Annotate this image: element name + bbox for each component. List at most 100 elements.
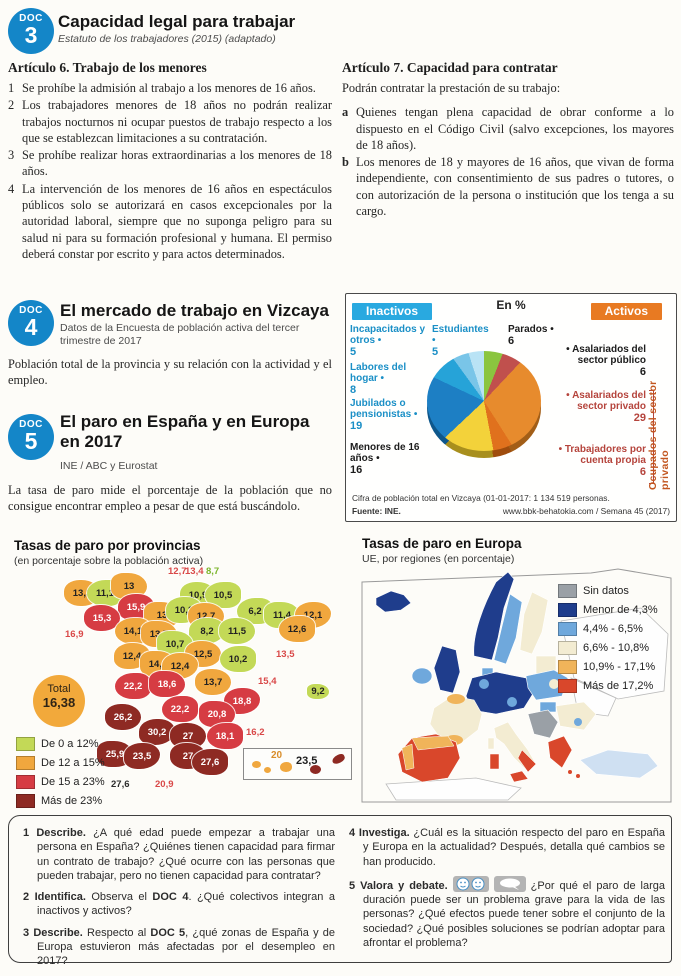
doc3-subtitle: Estatuto de los trabajadores (2015) (ada… xyxy=(58,33,276,45)
questions-left: 1 Describe. ¿A qué edad puede empezar a … xyxy=(23,826,335,976)
doc5-badge-label: DOC xyxy=(19,419,43,430)
spain-legend: De 0 a 12% De 12 a 15% De 15 a 23% Más de 2… xyxy=(16,737,105,813)
legend-label: De 0 a 12% xyxy=(41,738,99,750)
legend-label: De 12 a 15% xyxy=(41,757,105,769)
spain-map-block: Tasas de paro por provincias (en porcent… xyxy=(8,536,356,808)
questions-right: 4 Investiga. ¿Cuál es la situación respe… xyxy=(349,826,665,957)
article-item: a Quienes tengan plena capacidad de obrar… xyxy=(342,105,674,152)
article7-items: a Quienes tengan plena capacidad de obrar… xyxy=(342,104,674,219)
smileys-icon xyxy=(452,875,489,892)
legend-swatch xyxy=(16,737,35,751)
questions-box: 1 Describe. ¿A qué edad puede empezar a … xyxy=(8,815,672,967)
legend-label: Más de 17,2% xyxy=(583,680,654,692)
article-item: b Los menores de 18 y mayores de 16 años,… xyxy=(342,155,674,219)
doc3-badge: DOC 3 xyxy=(8,8,54,54)
pie-callout-trabajadores-por-cuenta-propia: • Trabajadores por cuenta propia 6 xyxy=(558,444,646,478)
legend-label: Más de 23% xyxy=(41,795,103,807)
question-5: 5 Valora y debate. ¿Por qué el paro de l… xyxy=(349,875,665,950)
legend-label: Menor de 4,3% xyxy=(583,604,658,616)
question-3: 3 Describe. Respecto al DOC 5, ¿qué zona… xyxy=(23,926,336,968)
legend-item: De 12 a 15% xyxy=(16,756,105,770)
canarias-right-value: 23,5 xyxy=(296,755,318,767)
europe-map-title: Tasas de paro en Europa xyxy=(362,536,522,551)
pie-callout-menores-de-16-a-os: Menores de 16 años • 16 xyxy=(350,442,420,476)
legend-swatch xyxy=(16,775,35,789)
province-value-outside: 13,4 xyxy=(185,566,204,577)
doc5-title: El paro en España y en Europa en 2017 xyxy=(60,412,310,451)
legend-item: Menor de 4,3% xyxy=(558,603,658,617)
activos-bracket xyxy=(649,390,654,484)
article7-intro: Podrán contratar la prestación de su tra… xyxy=(342,81,561,95)
vizcaya-pie-box: En % Inactivos Activos Incapacitados y o… xyxy=(345,293,677,522)
europe-map-block: Tasas de paro en Europa UE, por regiones… xyxy=(356,534,676,810)
legend-swatch xyxy=(558,641,577,655)
legend-item: De 0 a 12% xyxy=(16,737,105,751)
legend-label: Sin datos xyxy=(583,585,629,597)
legend-item: Más de 23% xyxy=(16,794,105,808)
doc3-badge-label: DOC xyxy=(19,13,43,24)
europe-map-subtitle: UE, por regiones (en porcentaje) xyxy=(362,553,515,565)
question-1: 1 Describe. ¿A qué edad puede empezar a … xyxy=(23,827,335,882)
province-value-outside: 12,7 xyxy=(168,566,187,577)
pie-callout-asalariados-del-sector-privado: • Asalariados del sector privado 29 xyxy=(566,390,646,424)
canarias-island xyxy=(330,752,347,766)
province-value: 10,2 xyxy=(220,646,256,672)
pie-callout-estudiantes: Estudiantes • 5 xyxy=(432,324,489,358)
article-item: 3 Se prohíbe realizar horas extraordinari… xyxy=(8,148,332,179)
legend-swatch xyxy=(16,794,35,808)
legend-item: 6,6% - 10,8% xyxy=(558,641,658,655)
pie-footer-url: www.bbk-behatokia.com / Semana 45 (2017) xyxy=(502,506,670,516)
pie-callout-labores-del-hogar: Labores del hogar • 8 xyxy=(350,362,407,396)
europe-legend: Sin datos Menor de 4,3% 4,4% - 6,5% 6,6% - … xyxy=(558,584,658,698)
legend-item: Sin datos xyxy=(558,584,658,598)
pie-callout-parados: Parados • 6 xyxy=(508,324,554,347)
province-value: 12,6 xyxy=(279,616,315,642)
doc5-body: La tasa de paro mide el porcentaje de la… xyxy=(8,483,332,514)
canarias-island xyxy=(280,762,292,772)
legend-item: De 15 a 23% xyxy=(16,775,105,789)
activos-tag: Activos xyxy=(590,303,662,320)
doc4-badge: DOC 4 xyxy=(8,300,54,346)
province-value: 26,2 xyxy=(105,704,141,730)
pie-header: En % xyxy=(496,298,526,312)
spain-total-label: Total xyxy=(47,683,71,695)
province-value: 30,2 xyxy=(139,719,175,745)
article-item: 1 Se prohíbe la admisión al trabajo a los… xyxy=(8,81,316,95)
spain-map-canvas: 13,3 11,1 13 15,9 10,9 10,5 13 10,2 12,7 6,2 11,4 1… xyxy=(8,536,356,808)
legend-label: 4,4% - 6,5% xyxy=(583,623,643,635)
spain-map-subtitle: (en porcentaje sobre la población activa… xyxy=(14,555,204,567)
pie-footer-line1: Cifra de población total en Vizcaya (01-… xyxy=(352,493,610,503)
canarias-left-value: 20 xyxy=(271,750,283,761)
province-value: 23,5 xyxy=(124,743,160,769)
legend-swatch xyxy=(558,584,577,598)
province-value-outside: 16,2 xyxy=(246,727,265,738)
pie-footer-source: Fuente: INE. xyxy=(352,506,401,516)
legend-label: 6,6% - 10,8% xyxy=(583,642,650,654)
legend-swatch xyxy=(558,660,577,674)
province-value: 9,2 xyxy=(307,683,329,699)
legend-item: Más de 17,2% xyxy=(558,679,658,693)
spain-total-badge: Total 16,38 xyxy=(33,675,85,727)
legend-swatch xyxy=(558,603,577,617)
canarias-island xyxy=(310,765,321,774)
province-value: 20,8 xyxy=(199,701,235,727)
doc4-title: El mercado de trabajo en Vizcaya xyxy=(60,301,329,320)
province-value: 18,1 xyxy=(207,723,243,749)
legend-item: 10,9% - 17,1% xyxy=(558,660,658,674)
article-item: 2 Los trabajadores menores de 18 años no … xyxy=(8,98,332,145)
province-value-outside: 15,4 xyxy=(258,676,277,687)
inactivos-tag: Inactivos xyxy=(352,303,433,320)
legend-label: De 15 a 23% xyxy=(41,776,105,788)
legend-item: 4,4% - 6,5% xyxy=(558,622,658,636)
doc3-badge-number: 3 xyxy=(24,22,38,48)
doc4-badge-number: 4 xyxy=(24,314,38,340)
province-value: 11,5 xyxy=(219,618,255,644)
province-value-outside: 16,9 xyxy=(65,629,84,640)
canarias-inset: 20 23,5 xyxy=(243,748,352,780)
article6-heading: Artículo 6. Trabajo de los menores xyxy=(8,60,207,75)
province-value-outside: 8,7 xyxy=(206,566,220,577)
pie-vertical-label: Ocupados del sector privado xyxy=(647,380,671,490)
legend-label: 10,9% - 17,1% xyxy=(583,661,656,673)
doc5-badge: DOC 5 xyxy=(8,414,54,460)
province-value-outside: 13,5 xyxy=(276,649,295,660)
